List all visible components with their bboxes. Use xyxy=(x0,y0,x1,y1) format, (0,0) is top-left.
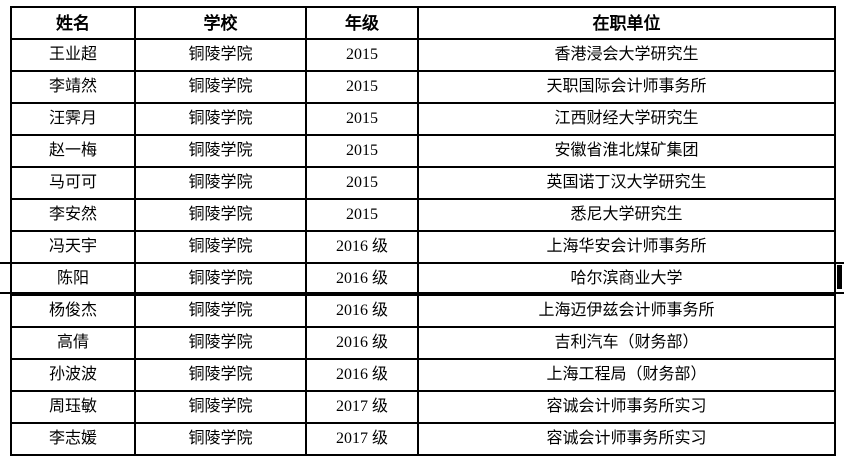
cell-name: 杨俊杰 xyxy=(10,294,136,328)
table-row: 冯天宇 铜陵学院 2016 级 上海华安会计师事务所 xyxy=(10,230,836,264)
cell-name: 王业超 xyxy=(10,38,136,72)
cell-school: 铜陵学院 xyxy=(134,390,307,424)
cell-employer: 香港浸会大学研究生 xyxy=(417,38,836,72)
table-row: 赵一梅 铜陵学院 2015 安徽省淮北煤矿集团 xyxy=(10,134,836,168)
table-row: 周珏敏 铜陵学院 2017 级 容诚会计师事务所实习 xyxy=(10,390,836,424)
cell-grade: 2016 级 xyxy=(305,230,419,264)
cell-employer: 江西财经大学研究生 xyxy=(417,102,836,136)
header-employer: 在职单位 xyxy=(417,6,836,40)
cell-school: 铜陵学院 xyxy=(134,422,307,456)
cell-name: 李安然 xyxy=(10,198,136,232)
header-grade: 年级 xyxy=(305,6,419,40)
cell-school: 铜陵学院 xyxy=(134,358,307,392)
cell-grade: 2016 级 xyxy=(305,358,419,392)
cell-school: 铜陵学院 xyxy=(134,134,307,168)
table-row: 高倩 铜陵学院 2016 级 吉利汽车（财务部） xyxy=(10,326,836,360)
cell-grade: 2015 xyxy=(305,102,419,136)
page-break-line-top xyxy=(0,262,844,264)
cell-employer: 容诚会计师事务所实习 xyxy=(417,422,836,456)
cell-grade: 2015 xyxy=(305,166,419,200)
page-break-line-bottom xyxy=(0,292,844,294)
table-row: 马可可 铜陵学院 2015 英国诺丁汉大学研究生 xyxy=(10,166,836,200)
cell-school: 铜陵学院 xyxy=(134,294,307,328)
cell-name: 孙波波 xyxy=(10,358,136,392)
cell-school: 铜陵学院 xyxy=(134,262,307,296)
alumni-table: 姓名 学校 年级 在职单位 王业超 铜陵学院 2015 香港浸会大学研究生 李靖… xyxy=(10,6,836,456)
table-row: 杨俊杰 铜陵学院 2016 级 上海迈伊兹会计师事务所 xyxy=(10,294,836,328)
cell-name: 高倩 xyxy=(10,326,136,360)
cell-school: 铜陵学院 xyxy=(134,38,307,72)
cell-name: 赵一梅 xyxy=(10,134,136,168)
cell-grade: 2016 级 xyxy=(305,326,419,360)
cell-grade: 2017 级 xyxy=(305,422,419,456)
cell-employer: 安徽省淮北煤矿集团 xyxy=(417,134,836,168)
cell-name: 李靖然 xyxy=(10,70,136,104)
cell-employer: 上海工程局（财务部） xyxy=(417,358,836,392)
cell-employer: 悉尼大学研究生 xyxy=(417,198,836,232)
cell-name: 汪霁月 xyxy=(10,102,136,136)
cell-grade: 2015 xyxy=(305,134,419,168)
cell-school: 铜陵学院 xyxy=(134,166,307,200)
cell-name: 陈阳 xyxy=(10,262,136,296)
cell-name: 李志媛 xyxy=(10,422,136,456)
table-row: 李安然 铜陵学院 2015 悉尼大学研究生 xyxy=(10,198,836,232)
table-row: 王业超 铜陵学院 2015 香港浸会大学研究生 xyxy=(10,38,836,72)
header-name: 姓名 xyxy=(10,6,136,40)
cell-employer: 英国诺丁汉大学研究生 xyxy=(417,166,836,200)
cell-employer: 吉利汽车（财务部） xyxy=(417,326,836,360)
cell-grade: 2017 级 xyxy=(305,390,419,424)
header-school: 学校 xyxy=(134,6,307,40)
table-row: 陈阳 铜陵学院 2016 级 哈尔滨商业大学 xyxy=(10,262,836,296)
page-break-margin-bar xyxy=(837,265,842,289)
cell-employer: 哈尔滨商业大学 xyxy=(417,262,836,296)
cell-employer: 天职国际会计师事务所 xyxy=(417,70,836,104)
cell-school: 铜陵学院 xyxy=(134,102,307,136)
cell-employer: 上海华安会计师事务所 xyxy=(417,230,836,264)
cell-name: 冯天宇 xyxy=(10,230,136,264)
cell-school: 铜陵学院 xyxy=(134,326,307,360)
cell-school: 铜陵学院 xyxy=(134,70,307,104)
cell-grade: 2015 xyxy=(305,198,419,232)
cell-school: 铜陵学院 xyxy=(134,198,307,232)
cell-employer: 上海迈伊兹会计师事务所 xyxy=(417,294,836,328)
cell-name: 周珏敏 xyxy=(10,390,136,424)
cell-school: 铜陵学院 xyxy=(134,230,307,264)
table-row: 李志媛 铜陵学院 2017 级 容诚会计师事务所实习 xyxy=(10,422,836,456)
table-row: 李靖然 铜陵学院 2015 天职国际会计师事务所 xyxy=(10,70,836,104)
table-row: 孙波波 铜陵学院 2016 级 上海工程局（财务部） xyxy=(10,358,836,392)
cell-grade: 2016 级 xyxy=(305,294,419,328)
cell-employer: 容诚会计师事务所实习 xyxy=(417,390,836,424)
cell-name: 马可可 xyxy=(10,166,136,200)
cell-grade: 2015 xyxy=(305,70,419,104)
cell-grade: 2015 xyxy=(305,38,419,72)
table-row: 汪霁月 铜陵学院 2015 江西财经大学研究生 xyxy=(10,102,836,136)
cell-grade: 2016 级 xyxy=(305,262,419,296)
header-row: 姓名 学校 年级 在职单位 xyxy=(10,6,836,40)
